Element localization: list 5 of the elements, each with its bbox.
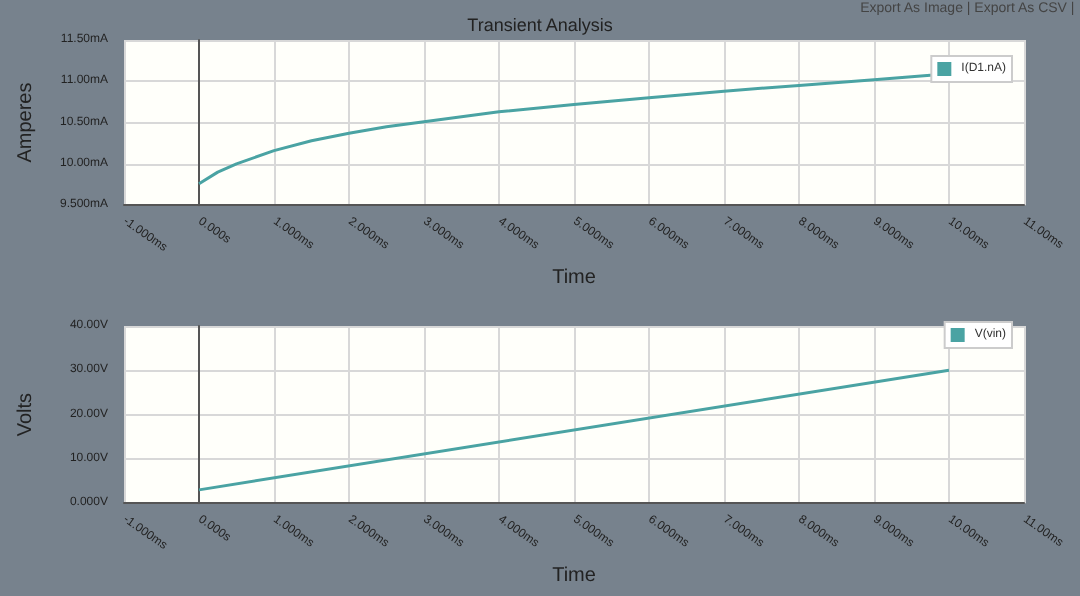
y-axis-title: Volts bbox=[15, 392, 37, 437]
x-axis-title: Time bbox=[552, 267, 597, 289]
y-axis-title: Amperes bbox=[15, 82, 37, 163]
chart-title: Transient Analysis bbox=[467, 15, 614, 35]
x-axis-title: Time bbox=[552, 565, 597, 587]
